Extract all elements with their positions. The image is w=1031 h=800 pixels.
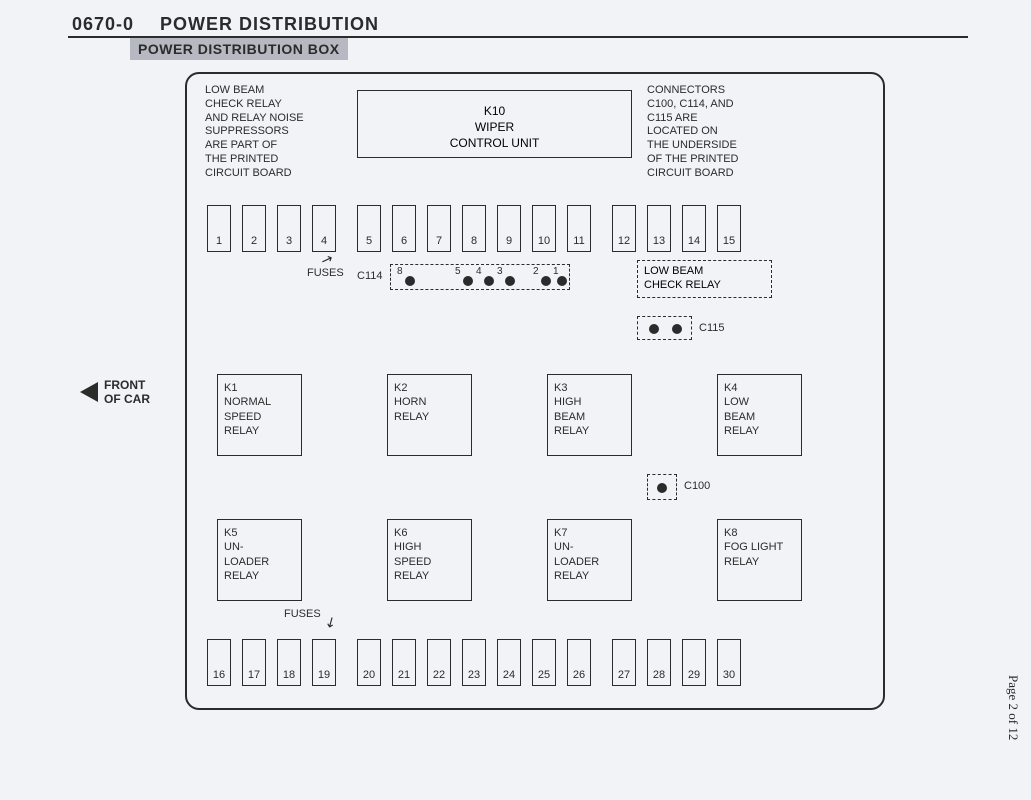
fuse-slot: 14 <box>682 205 706 252</box>
c114-dot <box>557 276 567 286</box>
fuse-slot: 12 <box>612 205 636 252</box>
fuses-label-top: FUSES <box>307 267 344 279</box>
fuse-slot: 10 <box>532 205 556 252</box>
fuse-slot: 30 <box>717 639 741 686</box>
fuse-slot: 16 <box>207 639 231 686</box>
k10-content: K10 WIPER CONTROL UNIT <box>358 91 631 152</box>
c114-pin-8: 8 <box>397 266 403 277</box>
c114-label: C114 <box>357 270 382 282</box>
fuse-slot: 27 <box>612 639 636 686</box>
fuse-slot: 28 <box>647 639 671 686</box>
fuse-slot: 29 <box>682 639 706 686</box>
c114-pin-4: 4 <box>476 266 482 277</box>
note-left: LOW BEAM CHECK RELAY AND RELAY NOISE SUP… <box>205 84 304 180</box>
subtitle: POWER DISTRIBUTION BOX <box>130 38 348 60</box>
fuse-slot: 3 <box>277 205 301 252</box>
c115-dot <box>672 324 682 334</box>
c115-connector <box>637 316 692 340</box>
relay-box: K8 FOG LIGHT RELAY <box>717 519 802 601</box>
k10-box: K10 WIPER CONTROL UNIT <box>357 90 632 158</box>
c115-dot <box>649 324 659 334</box>
arrow-left-icon <box>80 382 98 402</box>
c100-dot <box>657 483 667 493</box>
front-of-car-label: FRONT OF CAR <box>104 378 150 407</box>
header-title: POWER DISTRIBUTION <box>160 14 379 35</box>
relay-box: K6 HIGH SPEED RELAY <box>387 519 472 601</box>
fuse-slot: 21 <box>392 639 416 686</box>
c115-label: C115 <box>699 322 724 334</box>
low-beam-check-relay: LOW BEAM CHECK RELAY <box>637 260 772 298</box>
c114-dot <box>463 276 473 286</box>
c114-dot <box>541 276 551 286</box>
header-code: 0670-0 <box>72 14 134 35</box>
fuse-slot: 24 <box>497 639 521 686</box>
relay-box: K7 UN- LOADER RELAY <box>547 519 632 601</box>
fuse-slot: 6 <box>392 205 416 252</box>
fuse-slot: 19 <box>312 639 336 686</box>
fuse-slot: 26 <box>567 639 591 686</box>
fuse-slot: 25 <box>532 639 556 686</box>
fuse-slot: 1 <box>207 205 231 252</box>
k10-label: WIPER CONTROL UNIT <box>358 119 631 151</box>
relay-box: K4 LOW BEAM RELAY <box>717 374 802 456</box>
c100-label: C100 <box>684 480 710 492</box>
fuse-slot: 7 <box>427 205 451 252</box>
fuse-arrow-bottom-icon: ↗ <box>322 612 341 633</box>
relay-box: K2 HORN RELAY <box>387 374 472 456</box>
relay-box: K3 HIGH BEAM RELAY <box>547 374 632 456</box>
relay-box: K1 NORMAL SPEED RELAY <box>217 374 302 456</box>
page: 0670-0 POWER DISTRIBUTION POWER DISTRIBU… <box>0 0 1031 800</box>
fuse-slot: 18 <box>277 639 301 686</box>
fuse-slot: 17 <box>242 639 266 686</box>
c114-dot <box>505 276 515 286</box>
distribution-board: LOW BEAM CHECK RELAY AND RELAY NOISE SUP… <box>185 72 885 710</box>
fuse-slot: 2 <box>242 205 266 252</box>
fuse-slot: 22 <box>427 639 451 686</box>
c114-pin-1: 1 <box>553 266 559 277</box>
fuse-slot: 4 <box>312 205 336 252</box>
fuse-slot: 5 <box>357 205 381 252</box>
c114-dot <box>405 276 415 286</box>
c114-dot <box>484 276 494 286</box>
fuse-slot: 23 <box>462 639 486 686</box>
c114-pin-2: 2 <box>533 266 539 277</box>
c114-pin-3: 3 <box>497 266 503 277</box>
c114-pin-5: 5 <box>455 266 461 277</box>
fuse-slot: 9 <box>497 205 521 252</box>
relay-box: K5 UN- LOADER RELAY <box>217 519 302 601</box>
fuses-label-bottom: FUSES <box>284 608 321 620</box>
front-of-car-indicator: FRONT OF CAR <box>80 378 150 407</box>
fuse-slot: 13 <box>647 205 671 252</box>
k10-code: K10 <box>358 103 631 119</box>
fuse-slot: 11 <box>567 205 591 252</box>
note-right: CONNECTORS C100, C114, AND C115 ARE LOCA… <box>647 84 738 180</box>
fuse-slot: 15 <box>717 205 741 252</box>
fuse-slot: 8 <box>462 205 486 252</box>
page-number: Page 2 of 12 <box>1005 675 1021 740</box>
fuse-slot: 20 <box>357 639 381 686</box>
